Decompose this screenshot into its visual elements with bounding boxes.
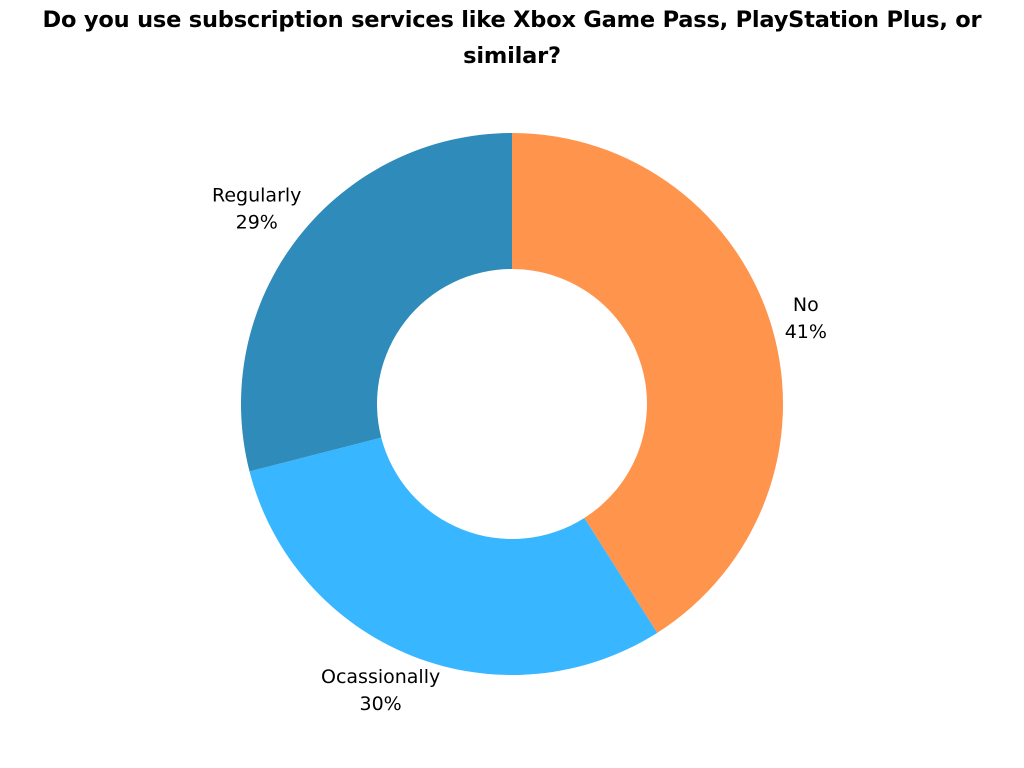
- donut-slice-no: [512, 133, 783, 633]
- slice-label-ocassionally: Ocassionally: [321, 666, 440, 688]
- chart-title: Do you use subscription services like Xb…: [42, 7, 982, 69]
- donut-slice-ocassionally: [249, 437, 658, 675]
- slice-value-no: 41%: [785, 321, 827, 343]
- slice-label-no: No: [793, 294, 819, 316]
- slice-label-regularly: Regularly: [212, 185, 301, 207]
- donut-slice-regularly: [240, 133, 512, 472]
- slice-value-regularly: 29%: [236, 212, 278, 234]
- slice-value-ocassionally: 30%: [360, 693, 402, 715]
